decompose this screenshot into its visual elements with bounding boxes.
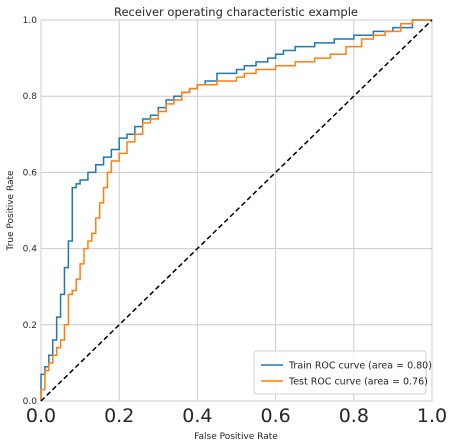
- series-lines: [41, 20, 432, 401]
- legend-entry: Train ROC curve (area = 0.80): [288, 361, 432, 372]
- legend-box: [254, 351, 426, 394]
- y-tick-label: 1.0: [23, 16, 38, 26]
- x-tick-label: 0.4: [182, 405, 212, 427]
- x-tick-label: 1.0: [417, 405, 447, 427]
- x-tick-label: 0.0: [26, 405, 56, 427]
- y-tick-label: 0.6: [23, 168, 38, 178]
- x-tick-label: 0.2: [104, 405, 134, 427]
- y-tick-label: 0.4: [23, 245, 38, 255]
- x-tick-label: 0.6: [260, 405, 290, 427]
- y-tick-label: 0.0: [23, 397, 38, 407]
- legend: Train ROC curve (area = 0.80) Test ROC cu…: [254, 351, 432, 394]
- x-tick-label: 0.8: [339, 405, 369, 427]
- y-tick-label: 0.8: [23, 92, 38, 102]
- x-axis-label: False Positive Rate: [194, 432, 278, 442]
- legend-entry: Test ROC curve (area = 0.76): [288, 377, 428, 388]
- y-axis-label: True Positive Rate: [6, 170, 16, 252]
- chart-title: Receiver operating characteristic exampl…: [114, 5, 358, 19]
- y-tick-label: 0.2: [23, 321, 37, 331]
